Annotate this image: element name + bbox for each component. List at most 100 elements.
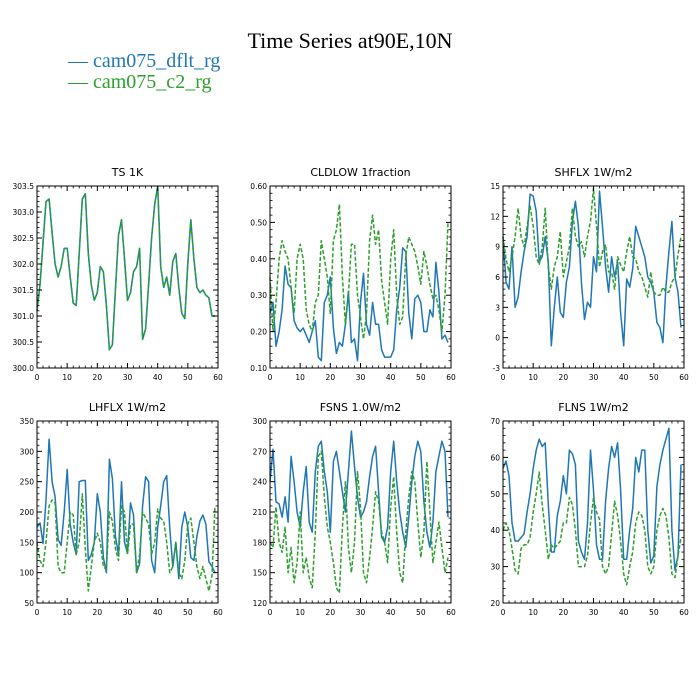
y-tick-label: 301.0 — [13, 312, 35, 321]
x-tick-label: 30 — [356, 373, 366, 382]
y-tick-label: 70 — [490, 417, 500, 426]
legend-label-dflt: cam075_dflt_rg — [93, 50, 221, 72]
y-tick-label: 15 — [490, 182, 500, 191]
panel-title: FLNS 1W/m2 — [558, 401, 628, 414]
x-tick-label: 20 — [93, 373, 103, 382]
y-tick-label: 0 — [495, 334, 500, 343]
y-tick-label: 150 — [253, 569, 268, 578]
y-tick-label: 9 — [495, 243, 500, 252]
y-tick-label: 200 — [20, 508, 35, 517]
y-tick-label: 30 — [490, 563, 500, 572]
x-tick-label: 0 — [35, 373, 40, 382]
legend-line-dflt: — — [68, 50, 93, 72]
x-tick-label: 0 — [35, 608, 40, 617]
y-tick-label: 302.5 — [13, 234, 35, 243]
legend-entry-dflt: — cam075_dflt_rg — [68, 51, 220, 72]
x-tick-label: 20 — [326, 373, 336, 382]
y-tick-label: 50 — [24, 599, 34, 608]
x-tick-label: 50 — [649, 608, 659, 617]
panel-title: FSNS 1.0W/m2 — [320, 401, 402, 414]
x-tick-label: 10 — [295, 608, 305, 617]
x-tick-label: 30 — [589, 373, 599, 382]
x-tick-label: 60 — [679, 373, 689, 382]
x-tick-label: 50 — [416, 373, 426, 382]
y-tick-label: 210 — [253, 508, 268, 517]
x-tick-label: 10 — [528, 373, 538, 382]
x-tick-label: 10 — [62, 608, 72, 617]
panel-title: LHFLX 1W/m2 — [89, 401, 166, 414]
y-tick-label: 50 — [490, 490, 500, 499]
y-tick-label: 6 — [495, 273, 500, 282]
x-tick-label: 10 — [62, 373, 72, 382]
y-tick-label: 0.50 — [250, 218, 267, 227]
y-tick-label: 0.30 — [250, 291, 267, 300]
y-tick-label: 270 — [253, 447, 268, 456]
y-tick-label: 302.0 — [13, 260, 35, 269]
y-tick-label: 240 — [253, 478, 268, 487]
x-tick-label: 20 — [326, 608, 336, 617]
panel-5: FLNS 1W/m2 20 30 40 50 60 70 0 10 20 30 40 50 60 — [490, 401, 689, 617]
x-tick-label: 0 — [268, 373, 273, 382]
y-tick-label: 301.5 — [13, 286, 35, 295]
y-tick-label: 120 — [253, 599, 268, 608]
legend-label-c2: cam075_c2_rg — [93, 71, 212, 93]
x-tick-label: 30 — [589, 608, 599, 617]
series-line-c2 — [502, 471, 682, 586]
y-tick-label: 250 — [20, 478, 35, 487]
x-tick-label: 50 — [649, 373, 659, 382]
x-tick-label: 40 — [386, 373, 396, 382]
panel-title: SHFLX 1W/m2 — [554, 166, 632, 179]
x-tick-label: 20 — [559, 373, 569, 382]
plot-frame — [502, 420, 685, 604]
series-line-c2 — [502, 187, 682, 298]
figure-title: Time Series at90E,10N — [247, 28, 453, 53]
x-tick-label: 40 — [619, 373, 629, 382]
series-line-dflt — [36, 438, 216, 580]
x-tick-label: 0 — [268, 608, 273, 617]
x-tick-label: 40 — [153, 373, 163, 382]
x-tick-label: 40 — [153, 608, 163, 617]
panel-1: CLDLOW 1fraction 0.10 0.20 0.30 0.40 0.50 0.60… — [250, 166, 456, 382]
legend-entry-c2: — cam075_c2_rg — [68, 72, 220, 93]
y-tick-label: 350 — [20, 417, 35, 426]
series-line-c2 — [269, 450, 449, 594]
series-line-dflt — [502, 190, 682, 347]
panel-title: TS 1K — [111, 166, 144, 179]
x-tick-label: 60 — [446, 608, 456, 617]
series-line-c2 — [36, 493, 216, 592]
x-tick-label: 30 — [123, 373, 133, 382]
x-tick-label: 20 — [93, 608, 103, 617]
y-tick-label: 60 — [490, 453, 500, 462]
y-tick-label: 150 — [20, 538, 35, 547]
y-tick-label: 300.0 — [13, 364, 35, 373]
x-tick-label: 50 — [183, 373, 193, 382]
x-tick-label: 10 — [295, 373, 305, 382]
x-tick-label: 50 — [183, 608, 193, 617]
x-tick-label: 0 — [501, 373, 506, 382]
x-tick-label: 60 — [679, 608, 689, 617]
y-tick-label: 12 — [490, 212, 500, 221]
y-tick-label: 0.60 — [250, 182, 267, 191]
x-tick-label: 10 — [528, 608, 538, 617]
y-tick-label: 100 — [20, 569, 35, 578]
y-tick-label: 180 — [253, 538, 268, 547]
plot-frame — [502, 185, 685, 369]
x-tick-label: 30 — [356, 608, 366, 617]
series-line-c2 — [269, 203, 449, 340]
panel-0: TS 1K 300.0 300.5 301.0 301.5 302.0 302.5 303.0… — [13, 166, 223, 382]
y-tick-label: 3 — [495, 303, 500, 312]
y-tick-label: -3 — [493, 364, 501, 373]
x-tick-label: 60 — [213, 373, 223, 382]
y-tick-label: 20 — [490, 599, 500, 608]
y-tick-label: 40 — [490, 526, 500, 535]
x-tick-label: 60 — [446, 373, 456, 382]
x-tick-label: 40 — [386, 608, 396, 617]
plot-frame — [36, 185, 219, 369]
panel-3: LHFLX 1W/m2 50 100 150 200 250 300 350 0 10 20 30 40… — [20, 401, 223, 617]
y-tick-label: 0.20 — [250, 328, 267, 337]
y-tick-label: 300 — [20, 447, 35, 456]
y-tick-label: 303.5 — [13, 182, 35, 191]
panel-4: FSNS 1.0W/m2 120 150 180 210 240 270 300 0 10 20 30… — [253, 401, 456, 617]
